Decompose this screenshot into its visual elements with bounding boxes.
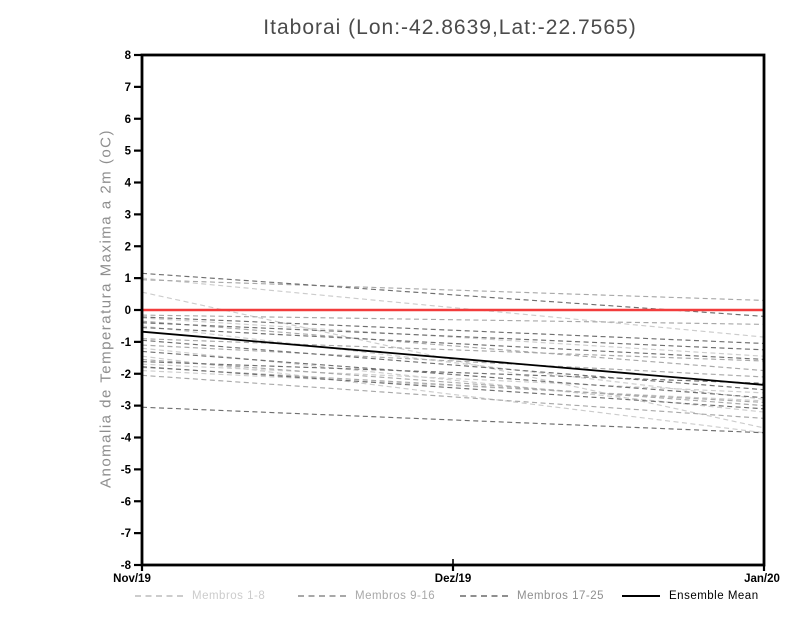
y-axis-ticks: 8 7 6 5 4 3 2 1 0 -1 -2 -3 -4 -5 -6 -7 -8	[121, 50, 142, 572]
member-lines	[141, 272, 765, 434]
legend-label: Membros 1-8	[192, 590, 266, 602]
ensemble-mean-line	[141, 330, 765, 386]
legend-label: Membros 9-16	[355, 590, 436, 602]
member-line	[141, 325, 765, 400]
y-tick-label: 8	[125, 50, 132, 62]
member-line	[141, 316, 765, 345]
legend: Membros 1-8 Membros 9-16 Membros 17-25 Ense…	[0, 589, 800, 607]
member-line	[141, 317, 765, 357]
member-line	[141, 320, 765, 372]
member-line	[141, 363, 765, 394]
member-line	[141, 322, 765, 351]
y-tick-label: -3	[121, 401, 131, 413]
y-tick-label: 3	[125, 209, 131, 221]
legend-label: Ensemble Mean	[669, 590, 759, 602]
legend-item-membros-17-25: Membros 17-25	[460, 589, 604, 603]
legend-label: Membros 17-25	[517, 590, 605, 602]
member-line	[141, 358, 765, 407]
member-line	[141, 366, 765, 410]
y-tick-label: -6	[121, 496, 131, 508]
member-line	[141, 291, 765, 429]
y-tick-label: -2	[121, 369, 131, 381]
y-tick-label: -7	[121, 528, 131, 540]
ensemble-mean	[141, 330, 765, 386]
y-tick-label: -4	[121, 433, 132, 445]
member-line	[141, 314, 765, 325]
member-line	[141, 406, 765, 434]
member-line	[141, 338, 765, 362]
legend-item-ensemble-mean: Ensemble Mean	[622, 589, 759, 603]
member-line	[141, 277, 765, 338]
member-line	[141, 344, 765, 378]
legend-dash-swatch	[460, 595, 508, 597]
x-tick-label: Nov/19	[113, 573, 151, 585]
y-tick-label: 2	[125, 241, 131, 253]
y-tick-label: 4	[125, 178, 132, 190]
y-tick-label: -5	[121, 464, 132, 476]
x-tick-label: Dez/19	[435, 573, 471, 585]
member-line	[141, 369, 765, 402]
member-line	[141, 279, 765, 302]
legend-item-membros-1-8: Membros 1-8	[135, 589, 265, 603]
y-tick-label: -8	[121, 560, 132, 572]
legend-dash-swatch	[135, 595, 183, 597]
y-tick-label: 1	[125, 273, 132, 285]
y-tick-label: 5	[125, 146, 132, 158]
y-tick-label: 0	[125, 305, 131, 317]
member-line	[141, 355, 765, 434]
chart-title: Itaborai (Lon:-42.8639,Lat:-22.7565)	[263, 16, 637, 39]
member-line	[141, 361, 765, 384]
member-line	[141, 339, 765, 391]
legend-item-membros-9-16: Membros 9-16	[298, 589, 435, 603]
x-tick-label: Jan/20	[744, 573, 780, 585]
y-tick-label: 6	[125, 114, 131, 126]
member-line	[141, 350, 765, 399]
y-tick-label: -1	[121, 337, 132, 349]
member-line	[141, 374, 765, 419]
legend-dash-swatch	[298, 595, 346, 597]
member-line	[141, 326, 765, 360]
legend-line-swatch	[622, 595, 660, 597]
y-tick-label: 7	[125, 82, 131, 94]
x-axis-ticks: Nov/19 Dez/19 Jan/20	[113, 559, 780, 585]
